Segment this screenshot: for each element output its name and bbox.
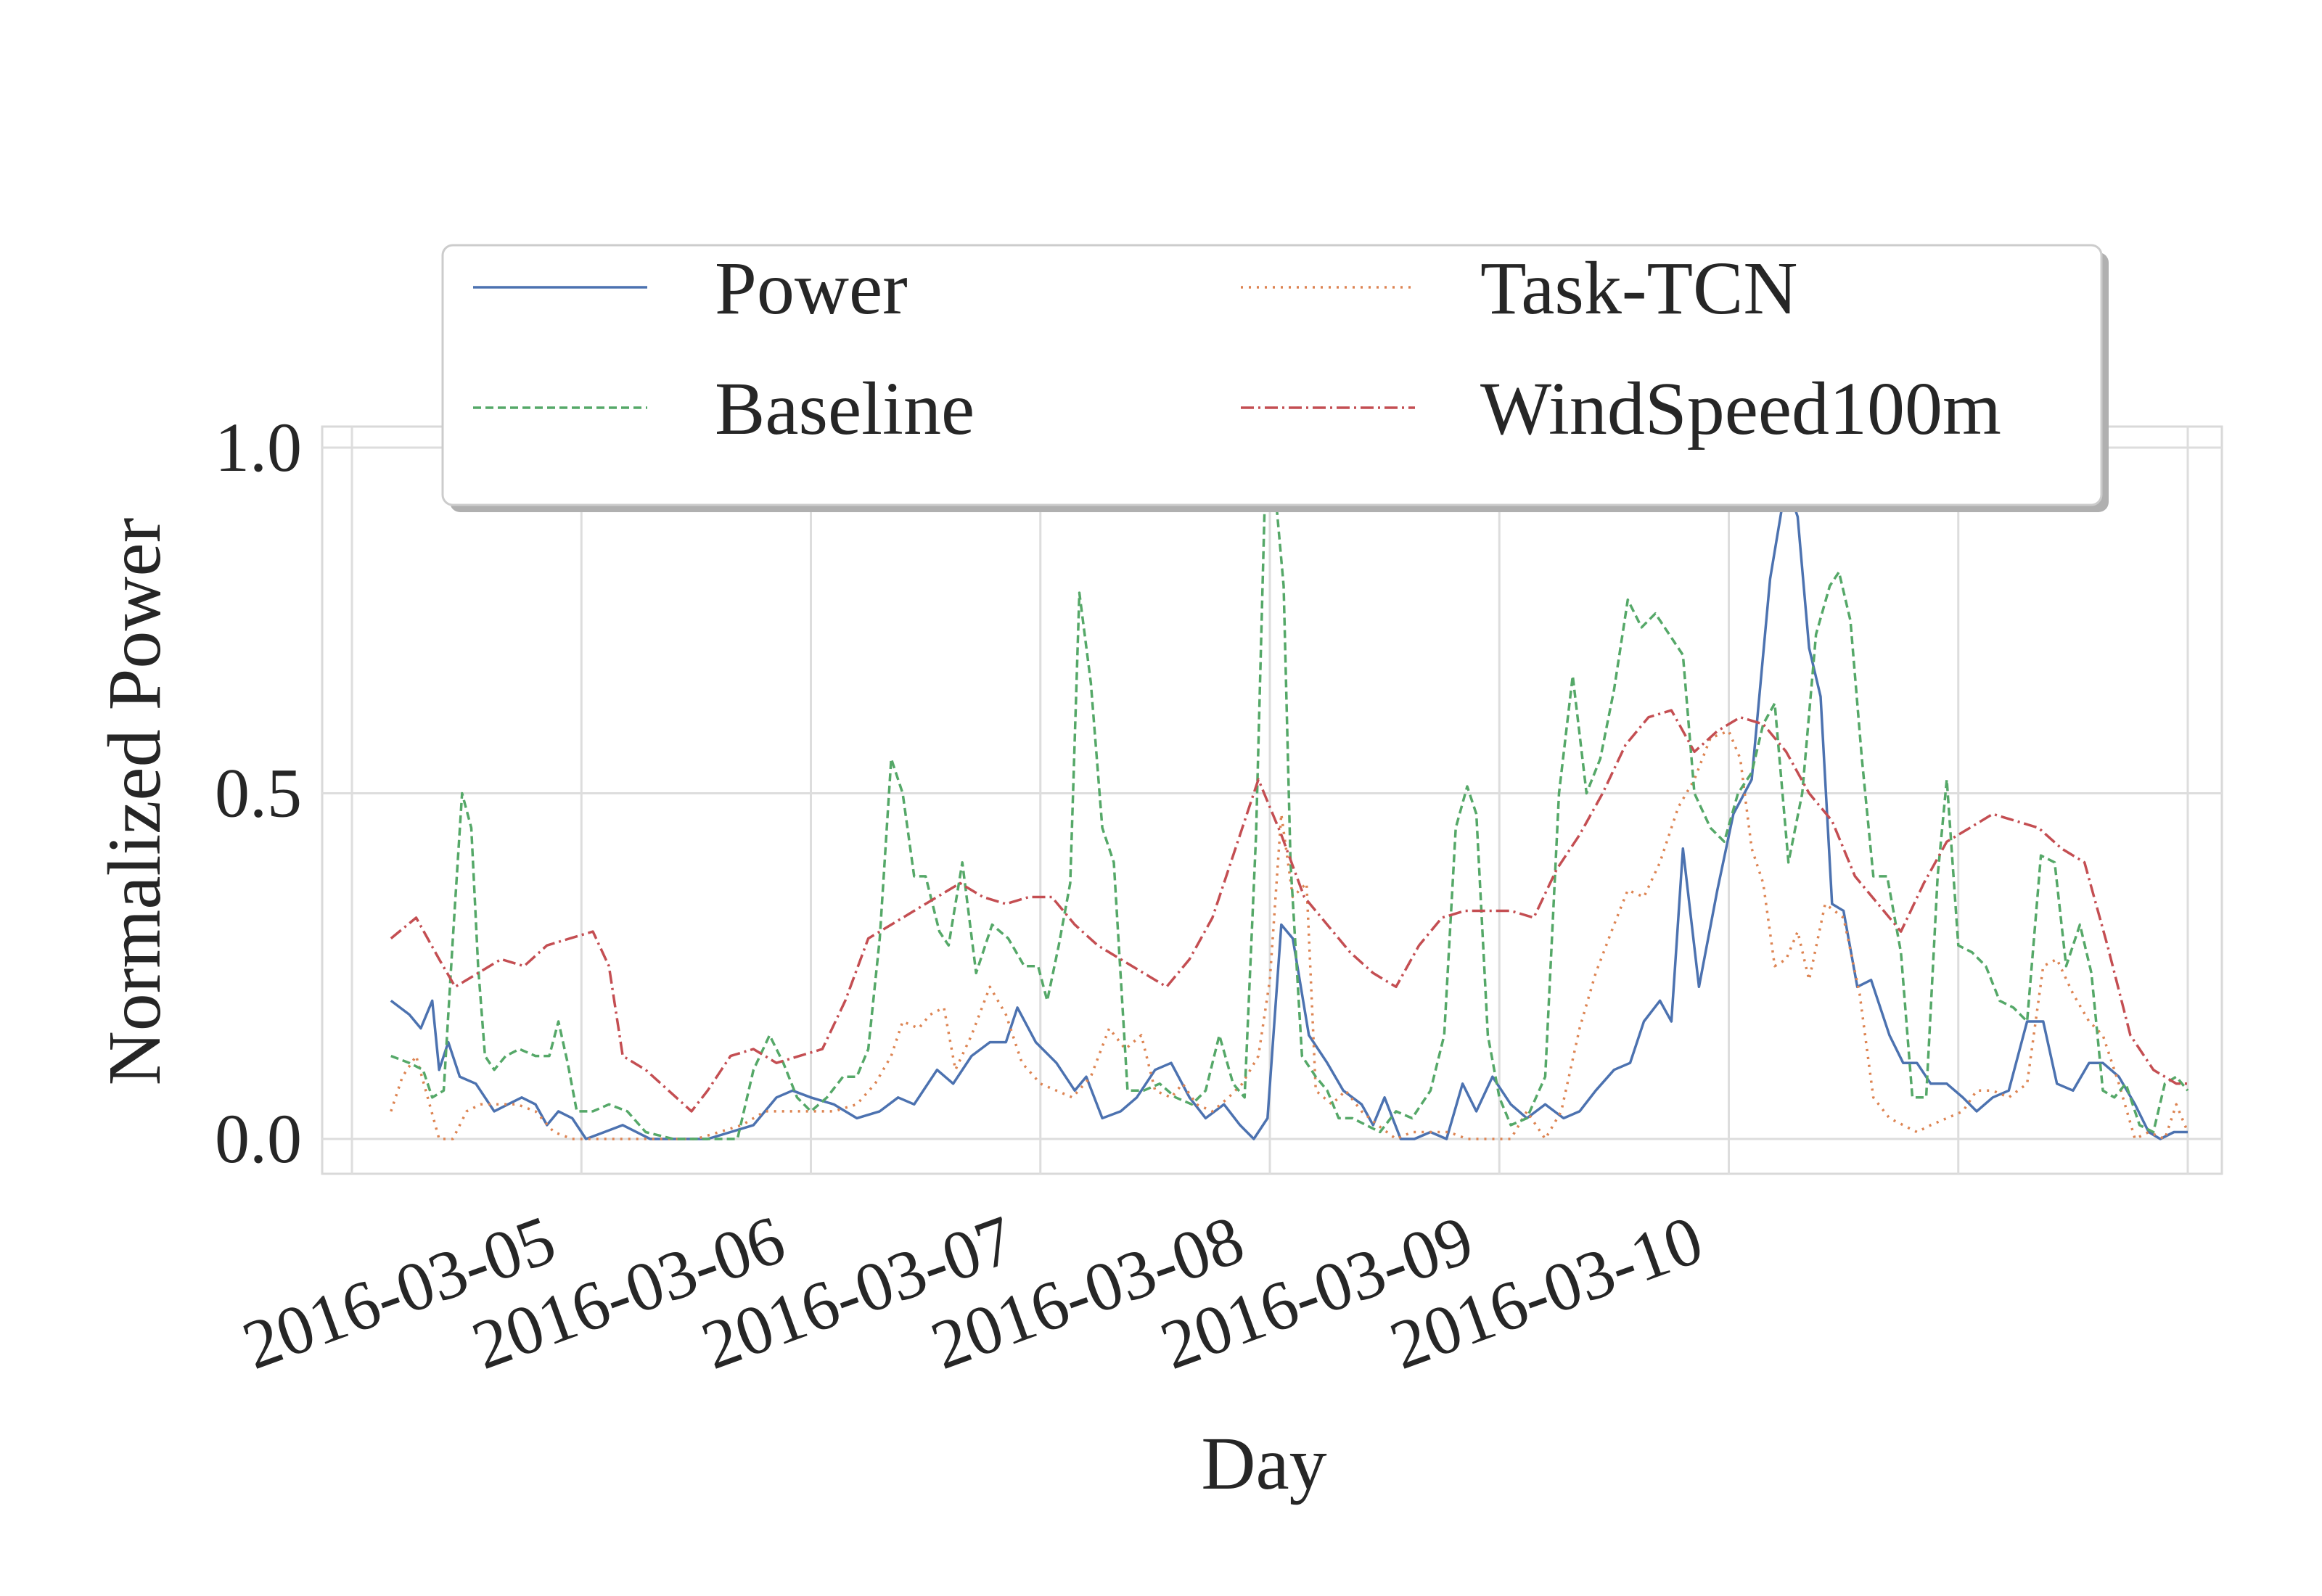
- legend: Power Task-TCN Baseline WindSpeed100m: [441, 244, 2109, 512]
- legend-box: [441, 244, 2103, 506]
- y-tick-label: 1.0: [215, 408, 302, 486]
- series-layer: [390, 480, 2189, 1140]
- y-axis-ticks: 0.0 0.5 1.0: [215, 408, 302, 1177]
- plot-area: [321, 425, 2223, 1175]
- legend-label: Task-TCN: [1480, 247, 1798, 330]
- series-line-power: [390, 480, 2188, 1140]
- series-line-windspeed100m: [390, 709, 2188, 1113]
- y-axis-label: Normalized Power: [93, 518, 176, 1086]
- legend-items: Power Task-TCN Baseline WindSpeed100m: [473, 247, 2001, 451]
- legend-label: Baseline: [715, 367, 975, 451]
- y-tick-label: 0.0: [215, 1100, 302, 1177]
- x-axis-label: Day: [1201, 1422, 1326, 1505]
- y-tick-label: 0.5: [215, 754, 302, 832]
- series-line-baseline: [390, 480, 2189, 1140]
- legend-label: Power: [715, 247, 908, 330]
- grid: [322, 427, 2222, 1174]
- legend-label: WindSpeed100m: [1480, 367, 2001, 451]
